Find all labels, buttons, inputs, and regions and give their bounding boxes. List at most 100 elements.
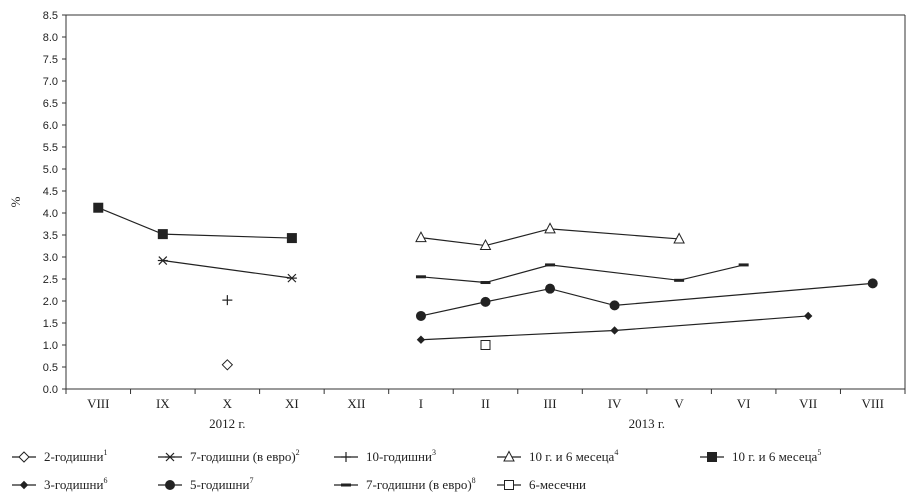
year-label: 2013 г. (629, 416, 665, 431)
point-dash (415, 275, 426, 279)
series-group (157, 256, 297, 283)
point-triangle-open (544, 222, 556, 234)
y-tick-label: 8.0 (43, 32, 58, 44)
x-tick-label: II (481, 396, 490, 411)
legend-item: 5-годишни7 (158, 476, 253, 492)
y-tick-label: 7.5 (43, 54, 58, 66)
legend-label: 7-годишни (в евро)2 (190, 448, 300, 464)
point-circle-filled (545, 283, 556, 294)
legend-item: 10 г. и 6 месеца5 (700, 448, 821, 464)
point-dash (738, 263, 749, 267)
point-triangle-open (503, 450, 515, 462)
x-tick-label: VI (737, 396, 751, 411)
legend-item: 3-годишни6 (12, 476, 107, 492)
y-tick-label: 6.0 (43, 120, 58, 132)
series-group (416, 311, 813, 344)
y-tick-label: 8.5 (43, 10, 58, 22)
year-labels: 2012 г. 2013 г. (209, 416, 665, 431)
series-line (162, 259, 292, 279)
legend-label: 10 г. и 6 месеца4 (529, 448, 618, 464)
point-circle-filled (609, 300, 620, 311)
x-tick-label: VIII (87, 396, 109, 411)
legend-item: 6-месечни (497, 477, 586, 492)
point-dash (674, 278, 685, 282)
point-asterisk (286, 273, 297, 283)
x-tick-label: XII (347, 396, 365, 411)
y-axis-title: % (8, 196, 23, 207)
x-tick-label: VII (799, 396, 817, 411)
point-diamond-open (221, 359, 234, 371)
legend-label: 2-годишни1 (44, 448, 107, 464)
y-tick-label: 4.5 (43, 186, 58, 198)
legend-footnote: 7 (249, 476, 253, 485)
legend-item: 7-годишни (в евро)8 (334, 476, 476, 492)
legend-item: 10 г. и 6 месеца4 (497, 448, 618, 464)
legend: 2-годишни1 7-годишни (в евро)2 10-годишни3… (12, 448, 821, 492)
y-tick-label: 0.5 (43, 362, 58, 374)
series-line (98, 207, 292, 239)
series-group (415, 222, 685, 251)
x-tick-label: I (419, 396, 423, 411)
legend-footnote: 5 (817, 448, 821, 457)
point-circle-filled (165, 480, 175, 490)
point-plus (222, 295, 233, 306)
y-tick-label: 5.5 (43, 142, 58, 154)
legend-label: 10-годишни3 (366, 448, 436, 464)
y-axis-ticks: 0.0 0.5 1.0 1.5 2.0 2.5 3.0 3.5 4.0 4.5 5.0 5.5 6.0 6… (43, 10, 66, 396)
y-tick-label: 0.0 (43, 384, 58, 396)
x-tick-label: VIII (862, 396, 884, 411)
point-plus (341, 452, 351, 462)
legend-footnote: 4 (614, 448, 618, 457)
legend-item: 2-годишни1 (12, 448, 107, 464)
legend-footnote: 3 (432, 448, 436, 457)
x-tick-label: IX (156, 396, 170, 411)
legend-label: 3-годишни6 (44, 476, 107, 492)
x-tick-label: XI (285, 396, 299, 411)
x-tick-label: IV (608, 396, 622, 411)
point-diamond-filled (610, 326, 619, 335)
x-tick-label: V (674, 396, 684, 411)
x-tick-label: X (223, 396, 233, 411)
point-dash (545, 263, 556, 267)
legend-label: 5-годишни7 (190, 476, 253, 492)
point-dash (341, 483, 351, 487)
point-square-filled (157, 229, 168, 240)
legend-label: 7-годишни (в евро)8 (366, 476, 476, 492)
x-axis-ticks: VIII IX X XI XII I II III IV V VI VII VIII (65, 389, 906, 411)
series-group (480, 340, 491, 350)
series-line (420, 228, 680, 247)
point-square-open (504, 480, 514, 490)
y-tick-label: 7.0 (43, 76, 58, 88)
series-group (221, 359, 234, 371)
point-triangle-open (415, 231, 427, 243)
y-tick-label: 2.5 (43, 274, 58, 286)
point-diamond-filled (416, 335, 426, 344)
point-square-filled (707, 452, 717, 462)
y-tick-label: 4.0 (43, 208, 58, 220)
point-triangle-open (673, 232, 685, 244)
chart-axes (65, 14, 906, 390)
point-circle-filled (480, 296, 491, 307)
legend-item: 10-годишни3 (334, 448, 436, 464)
point-triangle-open (479, 238, 492, 251)
legend-footnote: 6 (103, 476, 107, 485)
point-dash (480, 281, 491, 285)
point-diamond-open (18, 451, 30, 463)
series-group (93, 202, 297, 244)
series-group (415, 263, 749, 285)
legend-footnote: 8 (472, 476, 476, 485)
legend-footnote: 2 (296, 448, 300, 457)
point-asterisk (157, 256, 168, 265)
series-line (420, 264, 744, 284)
series-group (222, 295, 233, 306)
y-tick-label: 6.5 (43, 98, 58, 110)
point-asterisk (165, 452, 175, 462)
point-square-filled (93, 202, 104, 213)
series-layer (93, 202, 878, 371)
y-tick-label: 1.0 (43, 340, 58, 352)
y-tick-label: 3.0 (43, 252, 58, 264)
y-tick-label: 5.0 (43, 164, 58, 176)
legend-footnote: 1 (103, 448, 107, 457)
legend-item: 7-годишни (в евро)2 (158, 448, 300, 464)
